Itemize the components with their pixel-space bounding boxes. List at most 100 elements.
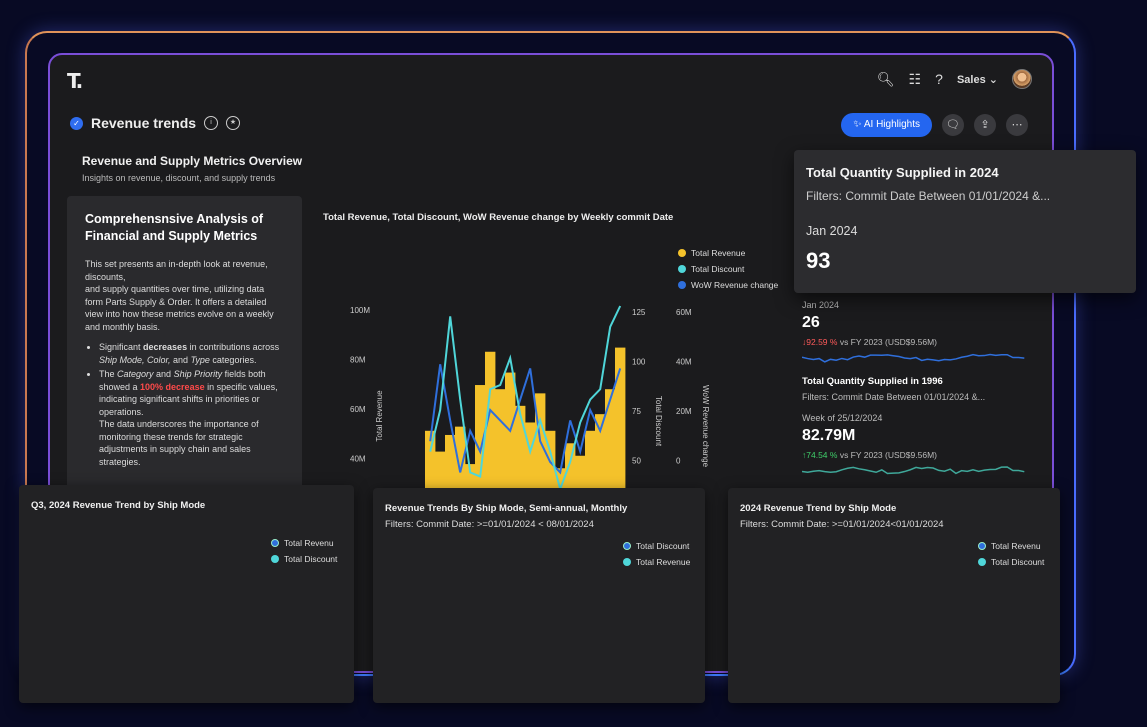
card3-filter: Filters: Commit Date: >=01/01/2024<01/01…	[740, 519, 944, 530]
title-row: ✓ Revenue trends i ★	[70, 115, 241, 131]
kpi2-sparkline	[801, 466, 1025, 475]
y2-tick: 50	[632, 457, 641, 466]
main-chart-svg: 100M80M60M40M20M12510075502560M40M20M0-2…	[350, 305, 710, 496]
kpi2-filter: Filters: Commit Date Between 01/01/2024 …	[802, 392, 986, 402]
chart-card-2024[interactable]: 2024 Revenue Trend by Ship Mode Filters:…	[728, 488, 1060, 703]
revenue-bar	[465, 464, 476, 496]
card2-filter: Filters: Commit Date: >=01/01/2024 < 08/…	[385, 519, 594, 530]
kpi1-value: 26	[802, 314, 820, 331]
revenue-bar	[525, 422, 536, 496]
more-icon[interactable]: ⋯	[1006, 114, 1028, 136]
card3-title: 2024 Revenue Trend by Ship Mode	[740, 503, 897, 514]
card2-legend: Total Discount Total Revenue	[623, 541, 690, 573]
y3-tick: 40M	[676, 358, 692, 367]
analysis-title-line1: Comprehensnsive Analysis of	[85, 212, 264, 226]
bullet-2: The Category and Ship Priority fields bo…	[99, 368, 284, 468]
legend-wow: WoW Revenue change	[678, 280, 778, 290]
kpi2-title: Total Quantity Supplied in 1996	[802, 376, 943, 387]
revenue-bar	[505, 372, 516, 496]
wow-line	[429, 364, 622, 475]
revenue-bar	[575, 455, 586, 496]
comment-icon[interactable]: 🗨︎	[942, 114, 964, 136]
profile-menu[interactable]: Sales ⌄	[957, 73, 998, 86]
y2-tick: 75	[632, 407, 641, 416]
help-icon[interactable]: ?	[935, 71, 943, 87]
star-icon[interactable]: ★	[226, 116, 241, 130]
para1: This set presents an in-depth look at re…	[85, 259, 268, 282]
y2-axis-label: Total Discount	[654, 396, 663, 447]
kpi1-sparkline	[801, 353, 1025, 363]
verified-icon: ✓	[70, 116, 83, 130]
app-logo[interactable]: T.	[67, 69, 83, 93]
sparkle-icon: ✨︎	[853, 119, 862, 130]
overview-subtitle: Insights on revenue, discount, and suppl…	[82, 173, 276, 183]
info-icon[interactable]: i	[204, 116, 219, 130]
share-icon[interactable]: ⇪	[974, 114, 996, 136]
revenue-bar	[475, 385, 486, 496]
overlay-date: Jan 2024	[806, 224, 858, 238]
revenue-bar	[495, 389, 506, 496]
ai-highlights-button[interactable]: ✨︎ AI Highlights	[841, 113, 932, 137]
ai-highlights-label: AI Highlights	[863, 119, 920, 130]
overlay-kpi-card[interactable]: Total Quantity Supplied in 2024 Filters:…	[794, 150, 1136, 293]
y-tick: 100M	[350, 306, 370, 315]
revenue-bar	[535, 393, 546, 496]
kpi1-delta: ↓92.59 % vs FY 2023 (USD$9.56M)	[802, 337, 937, 347]
y3-axis-label: WoW Revenue change	[701, 385, 710, 468]
page-title: Revenue trends	[91, 115, 197, 131]
revenue-bar	[615, 347, 626, 496]
overlay-title: Total Quantity Supplied in 2024	[806, 165, 999, 180]
profile-label: Sales	[956, 73, 986, 86]
overview-title: Revenue and Supply Metrics Overview	[82, 154, 303, 168]
card1-legend: Total Revenu Total Discount	[271, 538, 337, 570]
down-arrow-icon: ↓	[802, 337, 807, 347]
y3-tick: 0	[676, 457, 681, 466]
up-arrow-icon: ↑	[802, 450, 807, 460]
analysis-paragraph: This set presents an in-depth look at re…	[85, 258, 284, 333]
kpi-column: Jan 2024 26 ↓92.59 % vs FY 2023 (USD$9.5…	[801, 300, 1034, 480]
analysis-bullets: Significant decreases in contributions a…	[85, 341, 284, 468]
revenue-bar	[605, 389, 616, 496]
chart-card-q3[interactable]: Q3, 2024 Revenue Trend by Ship Mode 40M2…	[19, 485, 354, 703]
card2-title: Revenue Trends By Ship Mode, Semi-annual…	[385, 503, 628, 514]
revenue-bar	[445, 434, 456, 496]
kpi1-date: Jan 2024	[802, 300, 840, 310]
legend-discount: Total Discount	[678, 264, 778, 274]
analysis-title: Comprehensnsive Analysis of Financial and…	[85, 211, 284, 244]
apps-grid-icon[interactable]: ☷	[908, 70, 922, 87]
top-bar: T. 🔍︎ ☷ ? Sales ⌄	[50, 55, 1052, 105]
main-chart-legend: Total Revenue Total Discount WoW Revenue…	[678, 248, 778, 296]
y-tick: 60M	[350, 405, 366, 414]
y-tick: 40M	[350, 455, 366, 464]
revenue-bar	[555, 468, 566, 496]
revenue-bar	[455, 426, 466, 496]
search-icon[interactable]: 🔍︎	[876, 70, 895, 87]
revenue-bar	[585, 430, 596, 496]
revenue-bar	[595, 414, 606, 496]
discount-line	[429, 305, 622, 493]
y-tick: 80M	[350, 356, 366, 365]
revenue-bar	[515, 405, 526, 496]
y3-tick: 60M	[676, 308, 692, 317]
y3-tick: 20M	[676, 407, 692, 416]
para2: and supply quantities over time, utilizi…	[85, 284, 274, 332]
avatar[interactable]	[1012, 69, 1032, 89]
bullet-1: Significant decreases in contributions a…	[99, 341, 284, 366]
kpi2-value: 82.79M	[802, 427, 856, 444]
y2-tick: 125	[632, 308, 646, 317]
chart-card-semiannual[interactable]: Revenue Trends By Ship Mode, Semi-annual…	[373, 488, 705, 703]
card1-title: Q3, 2024 Revenue Trend by Ship Mode	[31, 500, 206, 511]
overview-section: Revenue and Supply Metrics Overview Insi…	[82, 154, 302, 183]
revenue-bar	[565, 443, 576, 496]
main-chart: Total Revenue, Total Discount, WoW Reven…	[310, 196, 790, 496]
revenue-bar	[485, 351, 496, 496]
kpi2-date: Week of 25/12/2024	[802, 413, 883, 423]
main-chart-title: Total Revenue, Total Discount, WoW Reven…	[323, 212, 674, 223]
revenue-bar	[425, 430, 436, 496]
analysis-title-line2: Financial and Supply Metrics	[85, 228, 258, 243]
overlay-filter: Filters: Commit Date Between 01/01/2024 …	[806, 189, 1051, 203]
y-axis-label: Total Revenue	[375, 390, 384, 442]
